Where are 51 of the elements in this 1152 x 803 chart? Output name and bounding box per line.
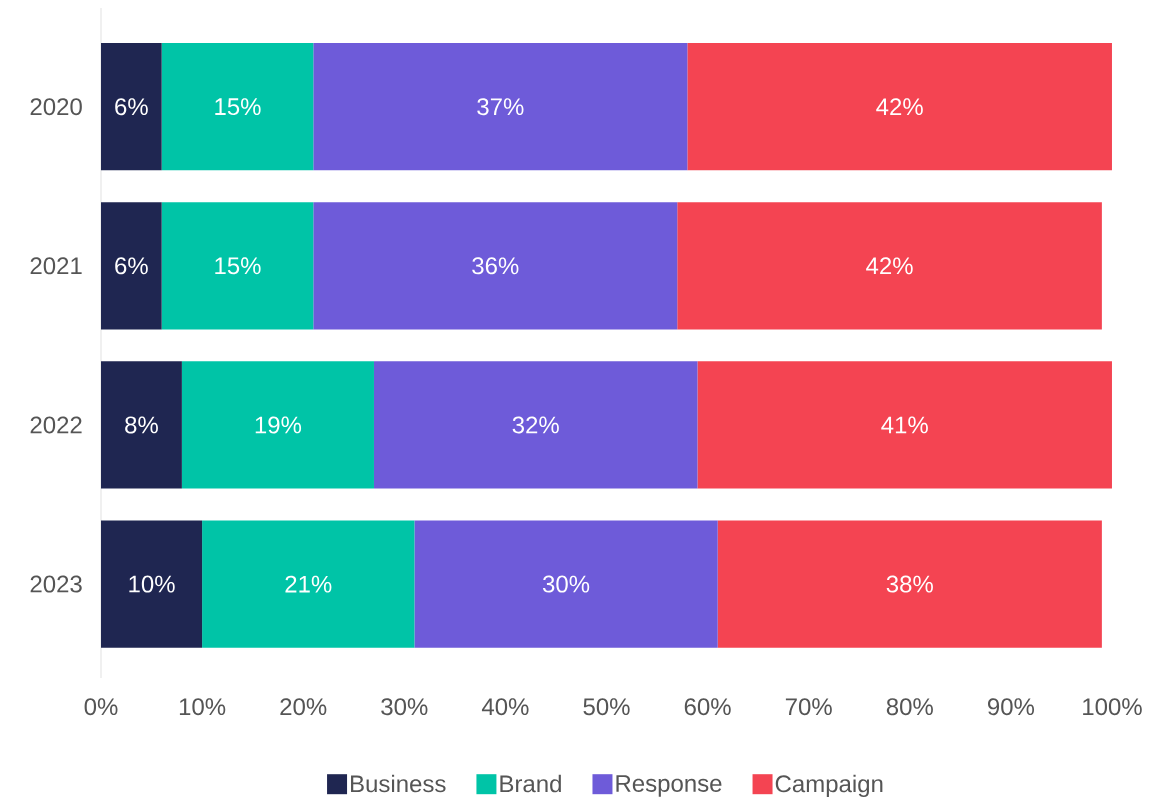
x-tick-label: 100% (1083, 698, 1142, 716)
bar (677, 202, 1102, 330)
bar (101, 202, 162, 330)
data-label: 36% (472, 257, 519, 275)
bar (101, 43, 162, 171)
data-label: 19% (255, 416, 302, 434)
bar (717, 520, 1102, 648)
bar (697, 361, 1112, 489)
x-tick-label: 30% (381, 698, 428, 716)
data-label: 15% (215, 257, 261, 275)
bar (313, 43, 688, 171)
data-label: 42% (876, 98, 923, 116)
x-tick-label: 20% (280, 698, 327, 716)
bar (101, 520, 203, 648)
data-label: 6% (115, 257, 148, 275)
data-label: 6% (115, 98, 148, 116)
x-tick-label: 40% (481, 698, 529, 716)
x-tick-label: 90% (988, 698, 1035, 716)
bar (373, 361, 698, 489)
data-label: 42% (866, 257, 913, 275)
data-label: 32% (512, 416, 559, 434)
legend-label: Business (351, 774, 446, 793)
data-label: 38% (886, 575, 933, 593)
data-label: 8% (125, 416, 158, 434)
bar (687, 43, 1112, 171)
y-tick-label: 2023 (30, 575, 82, 593)
data-label: 15% (215, 98, 261, 116)
bar (313, 202, 678, 330)
x-tick-label: 50% (583, 698, 630, 716)
x-tick-label: 70% (785, 698, 832, 716)
y-tick-label: 2022 (30, 416, 82, 434)
legend-label: Campaign (775, 774, 883, 798)
legend-label: Response (616, 775, 722, 797)
x-tick-label: 80% (886, 698, 933, 716)
bar (181, 361, 374, 489)
data-label: 10% (129, 575, 175, 593)
bar (161, 202, 314, 330)
data-label: 37% (477, 98, 524, 116)
bar (414, 520, 718, 648)
y-tick-label: 2020 (30, 98, 82, 116)
bar (161, 43, 314, 171)
bar (202, 520, 415, 648)
data-label: 41% (881, 416, 928, 434)
legend-label: Brand (500, 774, 561, 793)
x-tick-label: 60% (684, 698, 731, 716)
bar (101, 361, 182, 489)
data-label: 21% (285, 575, 332, 593)
y-tick-label: 2021 (30, 257, 82, 275)
x-tick-label: 0% (84, 698, 118, 716)
x-tick-label: 10% (179, 698, 226, 716)
data-label: 30% (542, 575, 590, 593)
